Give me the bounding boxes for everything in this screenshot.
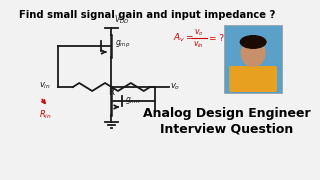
Text: $A_v=$: $A_v=$ xyxy=(173,32,194,44)
Circle shape xyxy=(241,39,266,67)
FancyBboxPatch shape xyxy=(229,66,277,92)
Text: $v_{in}$: $v_{in}$ xyxy=(193,40,204,50)
Ellipse shape xyxy=(240,35,267,49)
Text: $v_{in}$: $v_{in}$ xyxy=(39,81,51,91)
Text: $g_{mp}$: $g_{mp}$ xyxy=(115,39,130,50)
Text: Analog Design Engineer: Analog Design Engineer xyxy=(143,107,310,120)
Text: $R_{in}$: $R_{in}$ xyxy=(38,108,51,120)
Text: Interview Question: Interview Question xyxy=(160,122,293,135)
Text: $g_{mn}$: $g_{mn}$ xyxy=(125,94,140,105)
Text: Find small signal gain and input impedance ?: Find small signal gain and input impedan… xyxy=(19,10,276,20)
Text: $V_{DD}$: $V_{DD}$ xyxy=(114,14,129,26)
Bar xyxy=(224,25,282,93)
Text: $v_o$: $v_o$ xyxy=(194,28,204,38)
Text: R: R xyxy=(108,88,115,97)
Text: $v_o$: $v_o$ xyxy=(170,82,180,92)
Text: = ?: = ? xyxy=(209,33,224,42)
